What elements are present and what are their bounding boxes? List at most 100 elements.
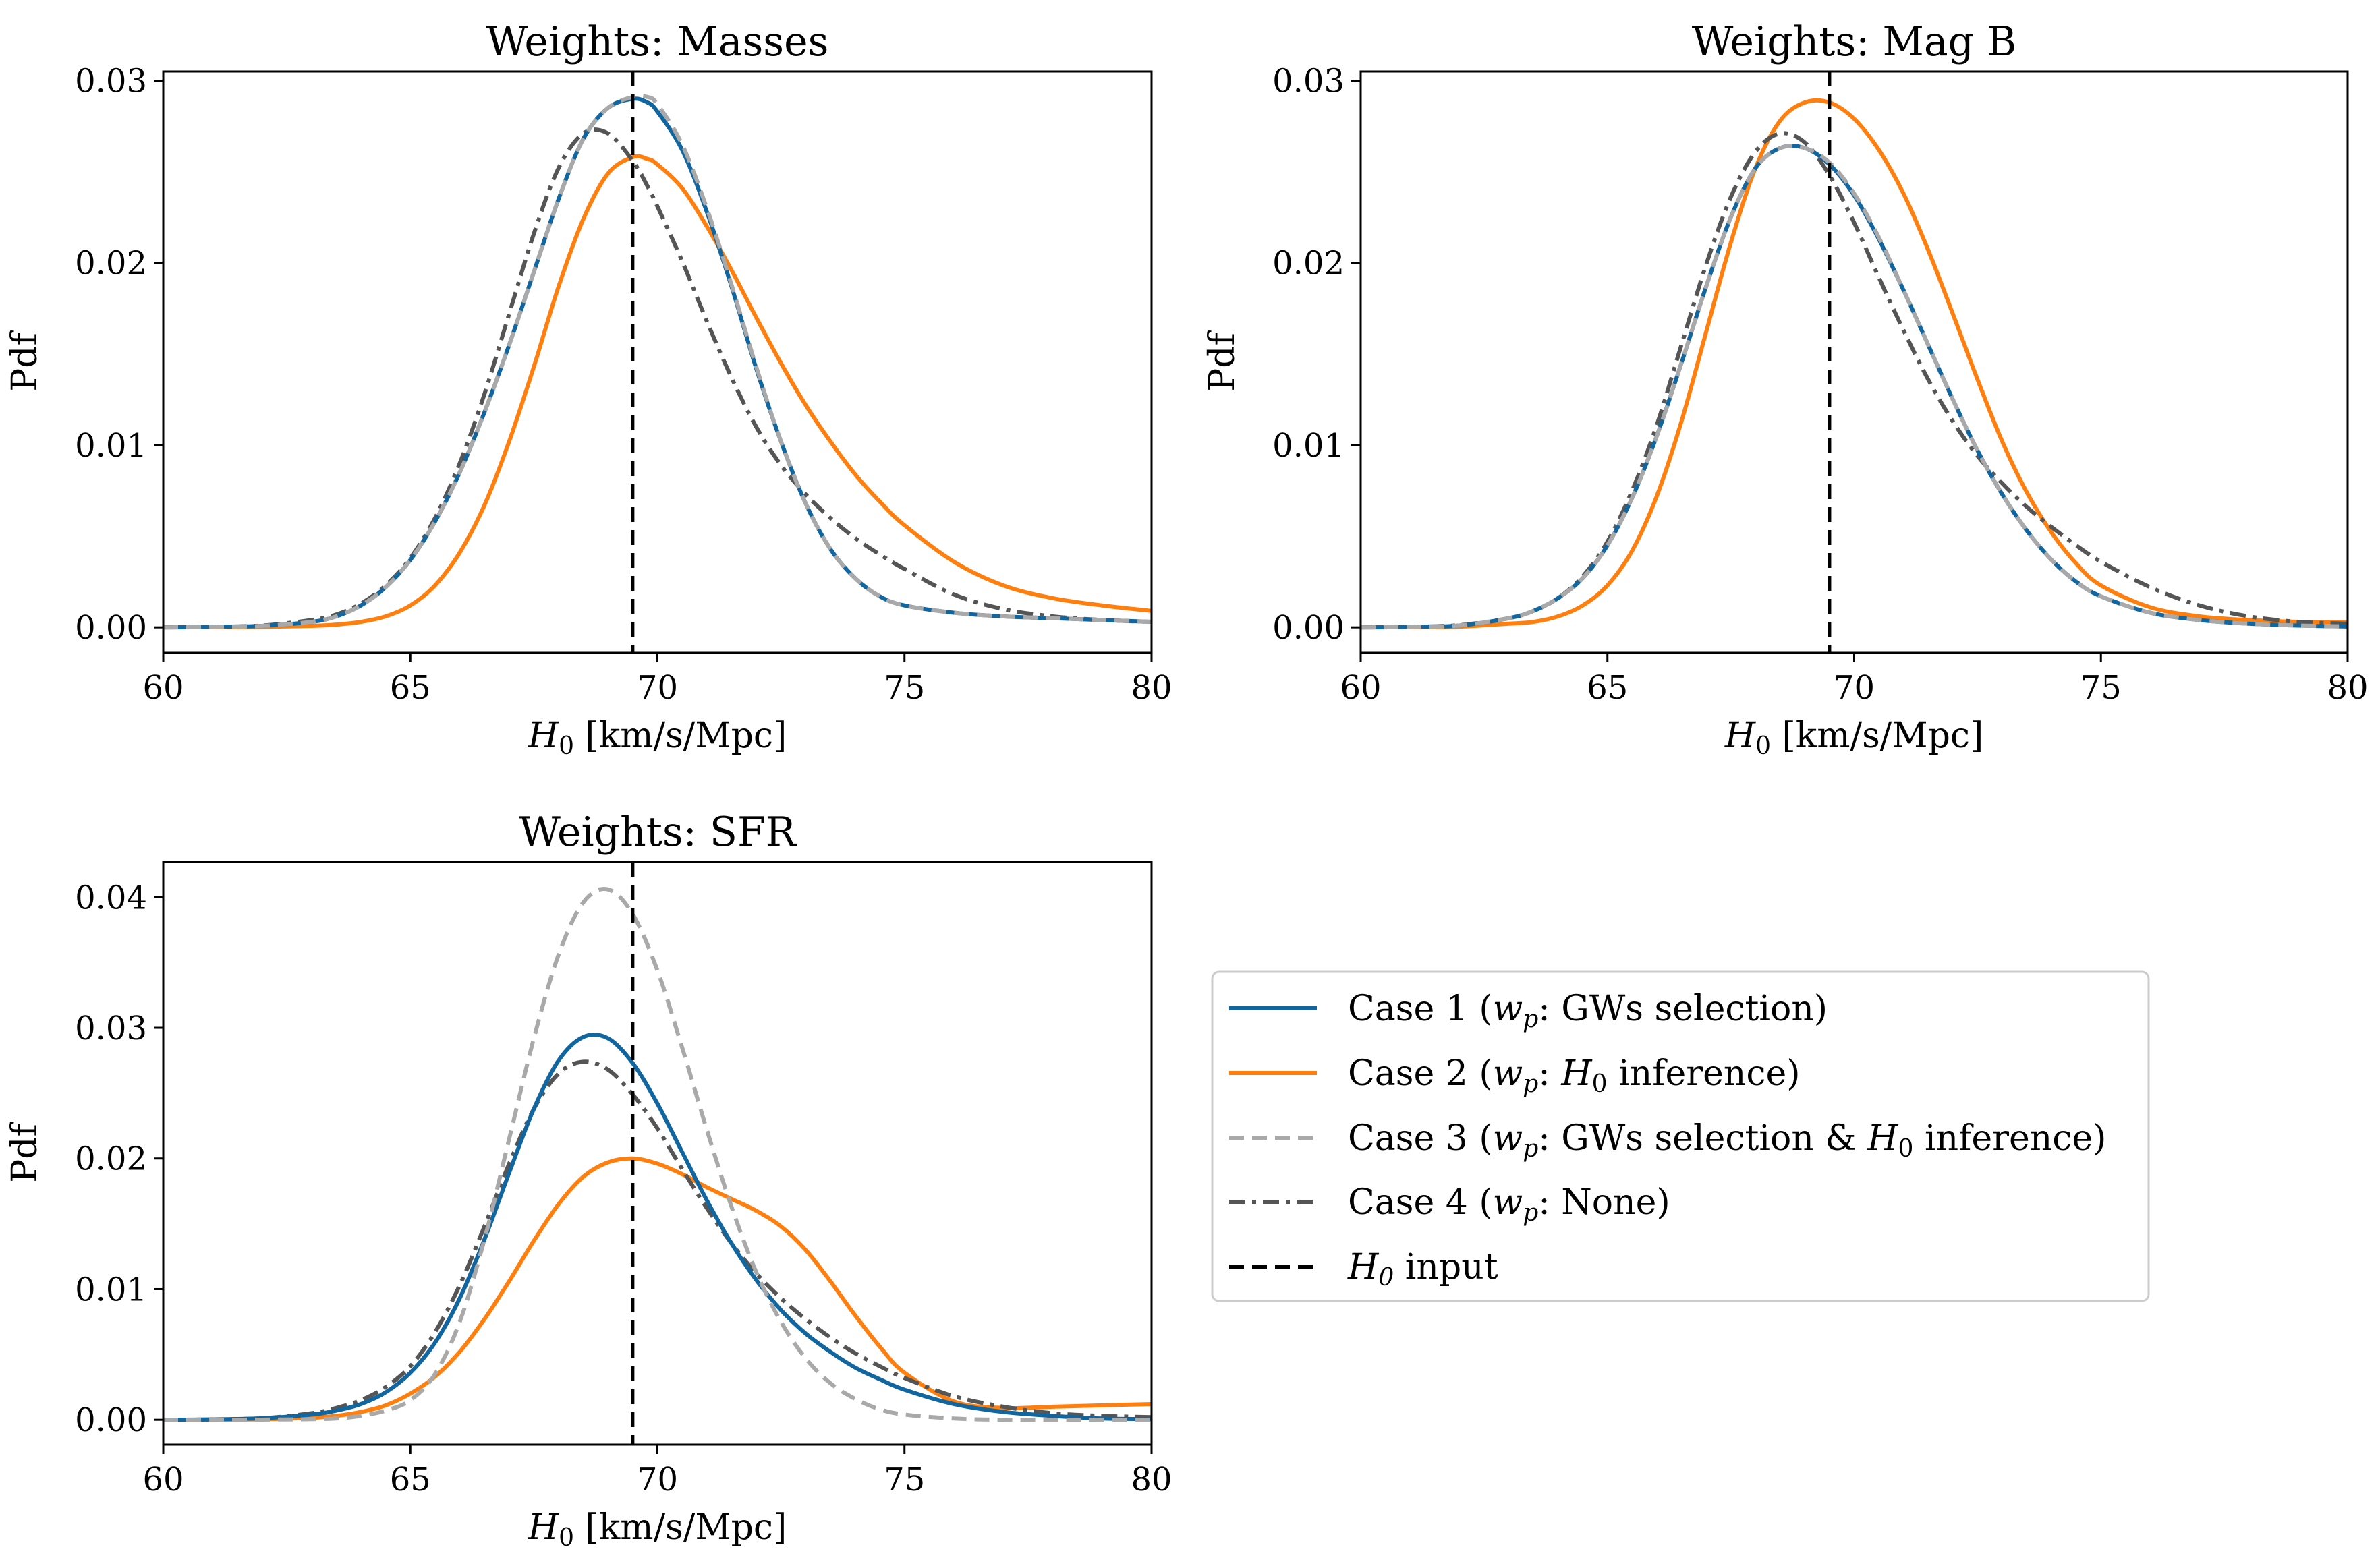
legend-label-case1: Case 1 (wp: GWs selection) xyxy=(1348,989,1828,1033)
y-tick-label: 0.04 xyxy=(75,879,147,917)
legend-var: H xyxy=(1347,1247,1380,1287)
x-tick-label: 70 xyxy=(637,1461,678,1499)
legend-prefix: Case 1 ( xyxy=(1348,989,1493,1029)
legend-var2-sub: 0 xyxy=(1592,1070,1608,1098)
x-tick-label: 60 xyxy=(1340,669,1381,707)
x-axis-label-sub: 0 xyxy=(559,732,574,760)
x-axis-label: H0 [km/s/Mpc] xyxy=(528,1507,787,1552)
legend-var-sub: p xyxy=(1523,1006,1538,1033)
x-tick-label: 80 xyxy=(2327,669,2368,707)
x-axis-label-unit: [km/s/Mpc] xyxy=(1771,716,1983,756)
y-axis-label: Pdf xyxy=(5,330,45,391)
legend-label-case2: Case 2 (wp: H0 inference) xyxy=(1348,1053,1801,1098)
y-axis-label: Pdf xyxy=(1202,330,1243,391)
y-tick-label: 0.01 xyxy=(1272,427,1344,465)
legend-mid: : GWs selection & xyxy=(1538,1118,1867,1159)
x-axis-label: H0 [km/s/Mpc] xyxy=(1724,716,1984,760)
y-tick-label: 0.02 xyxy=(1272,245,1344,283)
y-tick-label: 0.01 xyxy=(75,427,147,465)
x-tick-label: 65 xyxy=(390,669,431,707)
legend-suffix: input xyxy=(1394,1247,1498,1287)
legend-var-sub: p xyxy=(1523,1199,1538,1227)
legend-prefix: Case 2 ( xyxy=(1348,1053,1493,1094)
legend-suffix: inference) xyxy=(1913,1118,2106,1159)
x-tick-label: 70 xyxy=(637,669,678,707)
x-axis-label-sub: 0 xyxy=(559,1524,574,1552)
series-line-case1 xyxy=(163,1033,1152,1422)
series-line-case4 xyxy=(163,127,1152,630)
series-line-case3 xyxy=(163,887,1152,1422)
x-axis-label-var: H xyxy=(528,1507,560,1548)
series-line-case3 xyxy=(1361,144,2348,630)
series-line-case4 xyxy=(1361,131,2348,630)
x-tick-label: 65 xyxy=(390,1461,431,1499)
legend-mid: : xyxy=(1538,1053,1561,1094)
x-axis-label-unit: [km/s/Mpc] xyxy=(574,716,787,756)
panel-sfr: 60 65 70 75 80 0.00 0.01 0.02 0.03 0.04 Weights: S… xyxy=(5,809,1172,1552)
x-tick-label: 75 xyxy=(2080,669,2122,707)
x-axis-label-var: H xyxy=(528,716,560,756)
legend-var-sub: p xyxy=(1523,1135,1538,1163)
y-tick-label: 0.00 xyxy=(75,1401,147,1439)
legend-label-input: H0 input xyxy=(1347,1247,1498,1291)
x-tick-label: 75 xyxy=(884,669,925,707)
y-tick-label: 0.03 xyxy=(1272,63,1344,100)
legend-suffix: : GWs selection) xyxy=(1538,989,1828,1029)
series-line-case1 xyxy=(163,96,1152,630)
x-axis-label-var: H xyxy=(1724,716,1757,756)
y-tick-label: 0.03 xyxy=(75,1010,147,1047)
y-tick-label: 0.00 xyxy=(1272,609,1344,647)
curves xyxy=(163,71,1152,653)
series-line-case2 xyxy=(163,154,1152,630)
x-axis-label-unit: [km/s/Mpc] xyxy=(574,1507,787,1548)
curves xyxy=(1361,71,2348,653)
x-tick-label: 60 xyxy=(142,1461,183,1499)
y-tick-label: 0.01 xyxy=(75,1271,147,1308)
panel-masses: 60 65 70 75 80 0.00 0.01 0.02 0.03 Weights: Masse… xyxy=(5,18,1172,760)
legend-var: w xyxy=(1493,1053,1523,1094)
axes-frame xyxy=(1359,70,2349,654)
series-line-case4 xyxy=(163,1059,1152,1422)
legend-suffix: : None) xyxy=(1538,1182,1670,1223)
x-tick-label: 60 xyxy=(142,669,183,707)
legend-var2: H xyxy=(1867,1118,1899,1159)
legend-prefix: Case 3 ( xyxy=(1348,1118,1493,1159)
panel-title: Weights: SFR xyxy=(519,809,797,856)
y-tick-label: 0.03 xyxy=(75,63,147,100)
x-tick-label: 80 xyxy=(1131,1461,1172,1499)
legend-prefix: Case 4 ( xyxy=(1348,1182,1493,1223)
x-tick-label: 80 xyxy=(1131,669,1172,707)
legend-var: w xyxy=(1493,1118,1523,1159)
axes-frame xyxy=(162,70,1153,654)
y-tick-label: 0.00 xyxy=(75,609,147,647)
legend-var-sub: 0 xyxy=(1378,1264,1394,1291)
legend-var2: H xyxy=(1560,1053,1593,1094)
y-tick-label: 0.02 xyxy=(75,1140,147,1178)
x-axis-label-sub: 0 xyxy=(1755,732,1771,760)
legend-frame xyxy=(1211,970,2150,1302)
legend-label-case4: Case 4 (wp: None) xyxy=(1348,1182,1670,1227)
axes-frame xyxy=(162,861,1153,1446)
series-line-case1 xyxy=(1361,144,2348,630)
x-tick-label: 65 xyxy=(1587,669,1628,707)
panel-title: Weights: Masses xyxy=(486,18,829,65)
legend-var-sub: p xyxy=(1523,1070,1538,1098)
x-tick-label: 75 xyxy=(884,1461,925,1499)
legend: Case 1 (wp: GWs selection)Case 2 (wp: H0… xyxy=(1211,970,2150,1302)
y-axis-label: Pdf xyxy=(5,1121,45,1182)
x-axis-label: H0 [km/s/Mpc] xyxy=(528,716,787,760)
legend-label-case3: Case 3 (wp: GWs selection & H0 inference… xyxy=(1348,1118,2106,1163)
series-line-case2 xyxy=(1361,98,2348,630)
legend-var2-sub: 0 xyxy=(1898,1135,1914,1163)
legend-suffix: inference) xyxy=(1608,1053,1801,1094)
x-tick-label: 70 xyxy=(1834,669,1875,707)
panel-title: Weights: Mag B xyxy=(1692,18,2017,65)
legend-var: w xyxy=(1493,1182,1523,1223)
y-tick-label: 0.02 xyxy=(75,245,147,283)
curves xyxy=(163,862,1152,1445)
panel-magb: 60 65 70 75 80 0.00 0.01 0.02 0.03 Weights: Mag B… xyxy=(1202,18,2369,760)
series-line-case3 xyxy=(163,94,1152,630)
legend-var: w xyxy=(1493,989,1523,1029)
series-line-case2 xyxy=(163,1156,1152,1422)
